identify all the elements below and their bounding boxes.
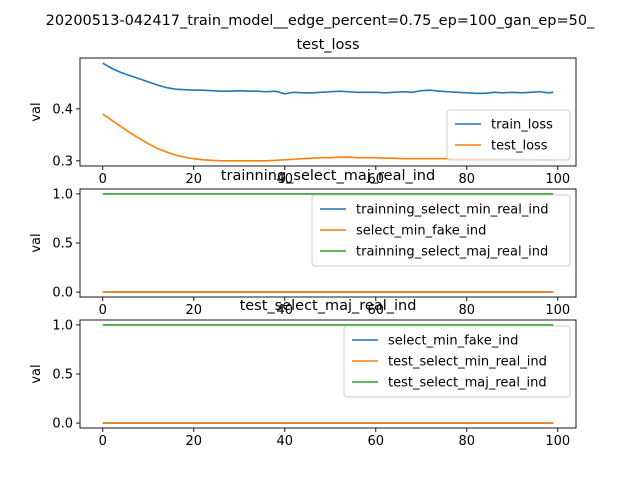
x-tick-label: 100: [545, 172, 570, 187]
subplot-3: 0 20 40 60 80 100 0.0 0.5 1.0 val test_select_maj_…: [29, 298, 577, 449]
legend-entry: select_min_fake_ind: [356, 224, 486, 239]
y-tick-label: 1.0: [52, 318, 73, 333]
y-tick-label: 0.5: [52, 237, 73, 252]
subplot-2: 0 20 40 60 80 100 0.0 0.5 1.0 val trainning_select…: [29, 168, 577, 318]
y-axis-label: val: [29, 233, 44, 252]
y-tick-label: 0.0: [52, 417, 73, 432]
legend-entry: train_loss: [491, 118, 553, 133]
series-line-1: [102, 62, 554, 95]
legend-entry: test_select_maj_real_ind: [388, 376, 547, 391]
y-axis-label: val: [29, 102, 44, 121]
x-tick-label: 60: [368, 434, 385, 449]
y-tick-label: 0.5: [52, 368, 73, 383]
x-tick-label: 0: [99, 434, 107, 449]
x-tick-label: 80: [459, 172, 476, 187]
x-tick-label: 0: [99, 303, 107, 318]
subplot-title: test_loss: [296, 37, 359, 53]
legend-entry: trainning_select_min_real_ind: [356, 203, 548, 218]
legend-frame: [446, 109, 571, 161]
legend-entry: test_select_min_real_ind: [388, 355, 547, 370]
x-tick-label: 100: [545, 434, 570, 449]
x-tick-label: 20: [185, 434, 202, 449]
y-tick-label: 0.4: [52, 102, 73, 117]
x-tick-label: 100: [545, 303, 570, 318]
legend: trainning_select_min_real_ind select_min_…: [311, 194, 571, 267]
legend-frame: [311, 194, 571, 267]
x-tick-label: 20: [185, 172, 202, 187]
y-tick-label: 1.0: [52, 187, 73, 202]
x-tick-label: 20: [185, 303, 202, 318]
subplot-1: 0 20 40 60 80 1000.30.4valtest_losstrain_loss…: [29, 37, 577, 187]
x-tick-label: 40: [276, 172, 293, 187]
x-tick-label: 40: [276, 434, 293, 449]
subplot-title: test_select_maj_real_ind: [240, 298, 417, 314]
subplot-title: trainning_select_maj_real_ind: [221, 168, 435, 184]
y-axis-label: val: [29, 364, 44, 383]
x-tick-label: 80: [459, 303, 476, 318]
figure-suptitle: 20200513-042417_train_model__edge_percen…: [46, 13, 595, 29]
legend: select_min_fake_ind test_select_min_real_…: [343, 325, 571, 398]
legend-frame: [343, 325, 571, 398]
x-tick-label: 60: [368, 303, 385, 318]
x-tick-label: 40: [276, 303, 293, 318]
legend-entry: trainning_select_maj_real_ind: [356, 245, 548, 260]
legend-entry: test_loss: [491, 139, 548, 154]
legend: train_loss test_loss: [446, 109, 571, 161]
x-tick-label: 0: [99, 172, 107, 187]
x-tick-label: 80: [459, 434, 476, 449]
y-tick-label: 0.3: [52, 154, 73, 169]
x-tick-label: 60: [368, 172, 385, 187]
legend-entry: select_min_fake_ind: [388, 334, 518, 349]
y-tick-label: 0.0: [52, 286, 73, 301]
